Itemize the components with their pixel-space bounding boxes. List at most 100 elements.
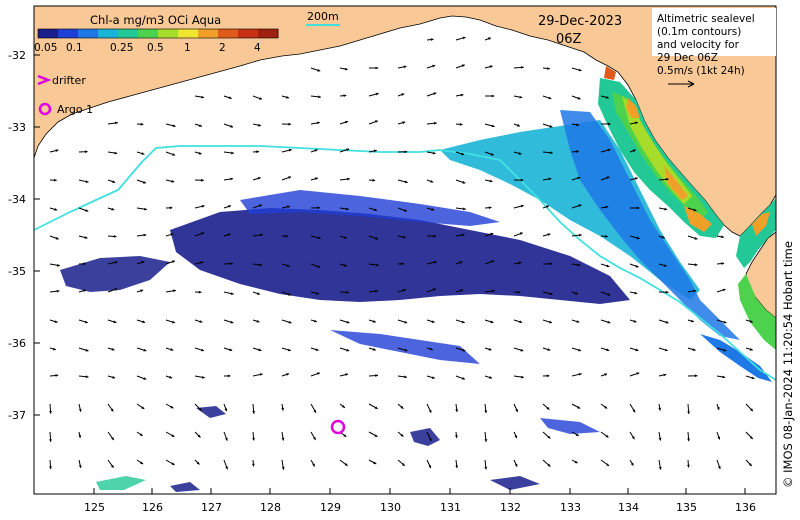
velocity-arrow-head [604,373,608,377]
altimetry-note-line: (0.1m contours) [657,26,741,38]
velocity-arrow-head [489,376,493,379]
velocity-arrow-head [515,409,518,412]
velocity-arrow-head [665,320,669,324]
velocity-arrow-head [171,434,175,437]
velocity-arrow-head [139,433,143,436]
velocity-arrow-head [548,177,552,181]
velocity-arrow-head [460,93,464,97]
velocity-arrow-head [346,320,350,324]
velocity-arrow-head [404,209,407,212]
lon-tick-label: 132 [500,501,521,514]
velocity-arrow-head [84,320,88,324]
velocity-arrow-head [663,264,667,267]
drifter-icon [37,74,52,86]
velocity-arrow-head [665,177,669,181]
altimetry-note-line: 0.5m/s (1kt 24h) [657,65,745,77]
velocity-arrow-head [318,95,321,99]
velocity-arrow-head [84,236,88,239]
velocity-arrow-head [433,288,436,291]
velocity-arrow-head [636,236,640,240]
drifter-legend-label: drifter [52,74,86,87]
velocity-arrow-head [373,149,377,153]
velocity-arrow-head [717,466,721,469]
velocity-arrow-head [49,410,52,414]
velocity-arrow-head [490,320,494,324]
velocity-arrow-head [78,435,82,438]
velocity-arrow-head [521,375,524,379]
velocity-arrow-head [286,95,289,99]
lon-tick-label: 128 [260,501,281,514]
velocity-arrow-head [143,377,147,380]
chla-offshore-patches [60,110,740,492]
velocity-arrow-head [546,374,550,378]
velocity-arrow-head [751,376,755,380]
velocity-arrow-head [459,261,463,264]
chla-coastal-bloom [598,66,776,382]
colorbar-tick-label: 2 [219,42,226,54]
velocity-arrow-head [345,120,348,124]
lon-tick-label: 126 [142,501,163,514]
velocity-arrow-head [288,148,292,152]
latitude-axis: -32 -33 -34 -35 -36 -37 [8,49,40,422]
colorbar-segment [98,29,119,38]
velocity-arrow-head [491,94,495,98]
velocity-arrow-head [257,177,261,180]
velocity-arrow-head [259,204,262,208]
velocity-arrow-head [548,96,552,100]
velocity-arrow-head [225,437,228,441]
velocity-arrow-head [665,290,669,294]
velocity-arrow-head [630,462,634,466]
velocity-arrow-head [258,123,261,127]
lat-tick-label: -37 [8,409,26,422]
velocity-arrow-head [721,235,724,239]
velocity-arrow-head [111,207,115,211]
velocity-arrow-head [171,462,175,465]
velocity-arrow-head [488,347,492,351]
lon-tick-label: 130 [380,501,401,514]
velocity-arrow-head [547,67,550,70]
velocity-arrow-head [517,290,521,294]
velocity-arrow-head [113,234,117,238]
colorbar-segment [178,29,199,38]
velocity-arrow-head [549,292,553,296]
colorbar-tick-label: 0.05 [34,42,57,54]
velocity-arrow-head [687,411,690,414]
velocity-arrow-head [312,463,315,467]
velocity-arrow-head [749,436,753,439]
velocity-arrow-head [344,463,348,466]
imos-credit: © IMOS 08-Jan-2024 11:20:54 Hobart time [781,241,795,488]
velocity-arrow-head [198,290,202,294]
velocity-arrow-head [401,93,405,96]
velocity-arrow-head [635,121,638,125]
velocity-arrow-head [78,465,82,468]
velocity-arrow-head [429,347,433,351]
velocity-arrow-head [489,65,493,69]
velocity-arrow-head [344,67,348,71]
velocity-arrow-head [403,65,407,69]
velocity-arrow-head [576,320,580,323]
velocity-arrow-head [256,319,260,323]
velocity-arrow-head [225,466,228,470]
velocity-arrow-head [57,263,60,267]
colorbar-segment [238,29,259,38]
velocity-arrow-head [547,348,551,351]
velocity-arrow-head [607,320,611,324]
velocity-arrow-head [288,122,292,126]
velocity-arrow-head [658,437,662,441]
velocity-arrow-head [606,264,610,268]
velocity-arrow-head [578,68,582,72]
colorbar-gradient [38,29,279,38]
velocity-arrow-head [575,291,579,295]
velocity-arrow-head [287,348,291,352]
velocity-arrow-head [196,461,200,465]
velocity-arrow-head [432,376,435,379]
velocity-arrow-head [171,260,175,264]
velocity-arrow-head [549,320,552,324]
colorbar-tick-label: 0.1 [66,42,83,54]
isobath-legend: 200m [306,10,340,26]
velocity-arrow-head [428,438,432,441]
isobath-200m-line [33,145,777,381]
velocity-arrow-head [663,373,667,377]
velocity-arrow-head [606,348,610,352]
velocity-arrow-head [514,435,518,439]
